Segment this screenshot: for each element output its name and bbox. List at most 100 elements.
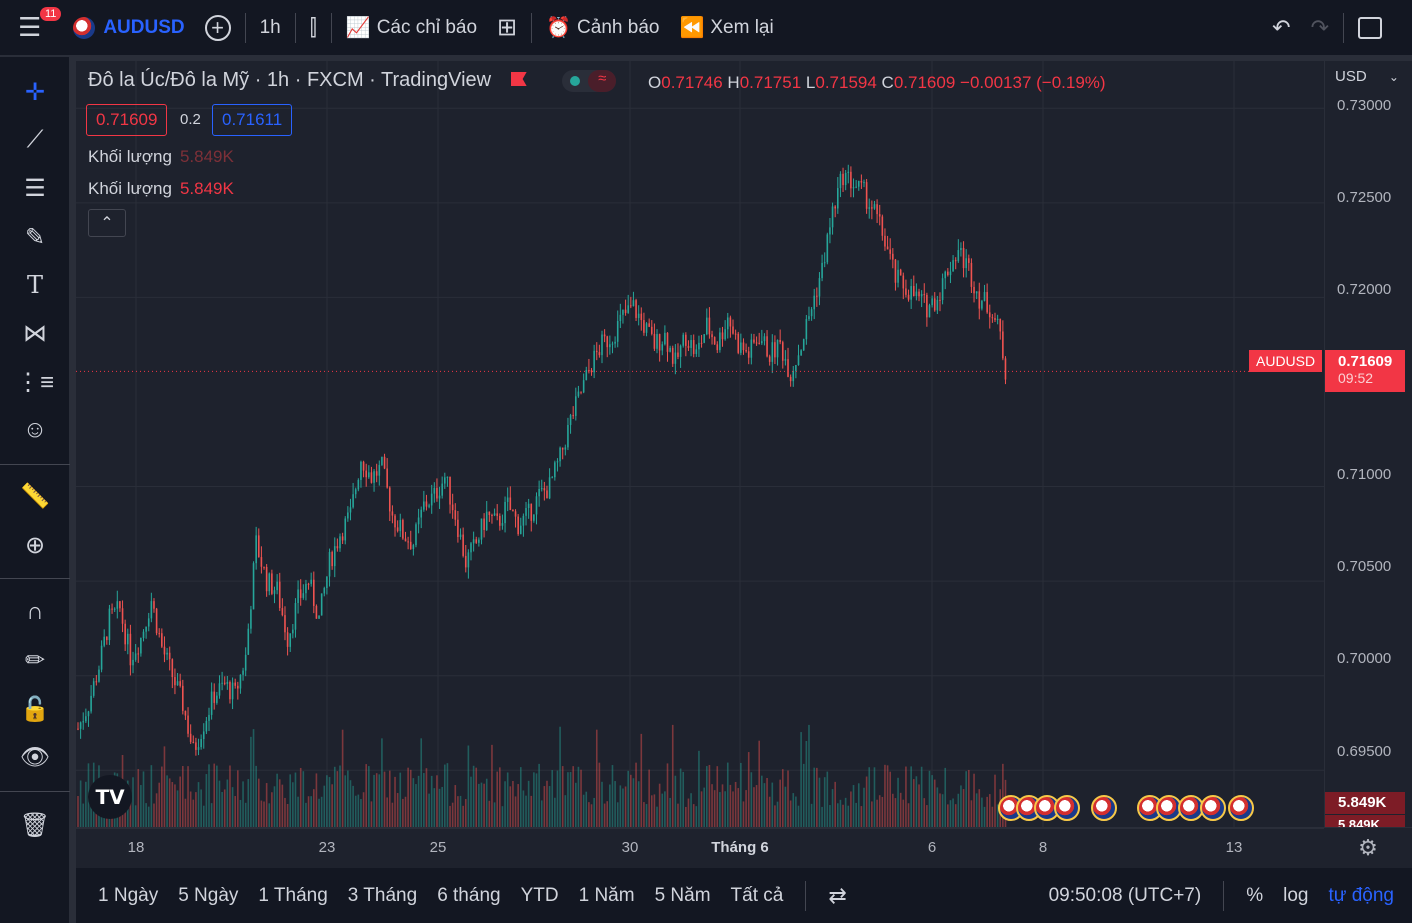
event-flag-icon[interactable] <box>1091 795 1117 821</box>
event-flag-icon[interactable] <box>1228 795 1254 821</box>
interval-button[interactable]: 1h <box>250 0 291 55</box>
magnet-tool[interactable]: ∩ <box>0 592 70 632</box>
chart-settings-button[interactable]: ⚙ <box>1324 828 1412 868</box>
candle-body <box>650 326 653 334</box>
redo-button[interactable]: ↷ <box>1301 0 1339 55</box>
log-toggle[interactable]: log <box>1283 884 1309 906</box>
candle-body <box>87 711 90 717</box>
auto-toggle[interactable]: tự động <box>1328 884 1394 906</box>
volume-bar <box>85 781 87 827</box>
chart-pane[interactable]: Đô la Úc/Đô la Mỹ · 1h · FXCM · TradingV… <box>76 61 1324 827</box>
tradingview-logo[interactable]: 𝗧𝗩 <box>88 775 132 819</box>
candle-body <box>658 334 661 351</box>
candle-body <box>137 653 140 655</box>
icons-tool[interactable]: ☺ <box>0 410 70 450</box>
sell-button[interactable]: 0.71609 <box>86 104 168 136</box>
drawing-lock-tool[interactable]: ✏ <box>0 640 70 680</box>
trend-line-tool[interactable]: ⟋ <box>0 120 70 160</box>
measure-tool[interactable]: 📏 <box>0 476 70 516</box>
range-ytd[interactable]: YTD <box>520 884 559 906</box>
brush-tool[interactable]: ✎ <box>0 217 70 257</box>
collapse-legend-button[interactable]: ⌃ <box>88 209 126 237</box>
layouts-button[interactable]: ⊞ <box>487 0 527 55</box>
volume-bar <box>147 806 150 827</box>
fullscreen-button[interactable] <box>1348 0 1412 55</box>
volume-bar <box>229 765 231 827</box>
volume-bar <box>582 794 585 827</box>
volume-bar <box>983 806 986 827</box>
flag-marker-icon[interactable] <box>510 72 527 86</box>
candle-body <box>614 341 616 344</box>
prediction-tool[interactable]: ⋮≡ <box>0 362 70 402</box>
candle-body <box>643 320 645 333</box>
volume-bar <box>805 740 808 827</box>
market-status-icon[interactable]: ≈ <box>562 69 617 92</box>
indicators-button[interactable]: 📈 Các chỉ báo <box>336 0 487 55</box>
volume-bar <box>501 806 504 827</box>
trash-icon: 🗑 <box>19 811 51 839</box>
compare-button[interactable]: + <box>195 0 241 55</box>
volume-bar <box>140 785 142 827</box>
volume-bar <box>637 781 640 827</box>
replay-button[interactable]: ⏪ Xem lại <box>669 0 783 55</box>
candle-body <box>996 318 999 321</box>
lock-tool[interactable]: 🔓 <box>0 689 70 729</box>
chart-type-button[interactable]: ⫿ <box>300 0 327 55</box>
volume-bar <box>768 796 771 827</box>
range-5d[interactable]: 5 Ngày <box>178 884 239 906</box>
volume-bar <box>572 766 574 827</box>
event-flag-icon[interactable] <box>1054 795 1080 821</box>
candle-body <box>483 518 485 530</box>
volume-bar <box>878 795 881 827</box>
volume-bar <box>255 765 257 827</box>
volume-bar <box>273 786 276 827</box>
candle-body <box>360 461 362 480</box>
volume-bar <box>176 790 179 827</box>
percent-toggle[interactable]: % <box>1246 884 1264 906</box>
hide-tool[interactable]: 👁 <box>0 737 70 777</box>
volume-bar <box>614 781 616 827</box>
undo-button[interactable]: ↶ <box>1262 0 1300 55</box>
range-all[interactable]: Tất cả <box>730 884 784 906</box>
buy-button[interactable]: 0.71611 <box>212 104 293 136</box>
fib-tool[interactable]: ☰ <box>0 168 70 208</box>
currency-selector[interactable]: USD ⌄ <box>1335 68 1399 85</box>
volume-bar <box>643 802 645 827</box>
range-5y[interactable]: 5 Năm <box>654 884 711 906</box>
delete-tool[interactable]: 🗑 <box>0 805 70 845</box>
price-axis[interactable]: USD ⌄ 0.73000 0.72500 0.72000 0.71000 0.… <box>1324 61 1412 827</box>
volume-bar <box>957 793 960 827</box>
zoom-tool[interactable]: ⊕ <box>0 525 70 565</box>
volume-bar <box>857 783 860 827</box>
volume-bar <box>349 780 352 827</box>
candle-body <box>776 339 779 358</box>
event-flag-icon[interactable] <box>1200 795 1226 821</box>
candle-body <box>789 376 792 382</box>
price-chart[interactable] <box>76 61 1324 827</box>
candle-body <box>876 204 878 215</box>
crosshair-tool[interactable]: ✛ <box>0 72 70 112</box>
event-flag-icon[interactable] <box>1156 795 1182 821</box>
alert-button[interactable]: ⏰ Cảnh báo <box>536 0 669 55</box>
volume-bar <box>970 800 973 827</box>
event-flag-icon[interactable] <box>1178 795 1204 821</box>
menu-button[interactable]: ☰ <box>0 0 59 55</box>
range-1d[interactable]: 1 Ngày <box>98 884 159 906</box>
candle-body <box>189 733 192 742</box>
candle-body <box>716 344 719 351</box>
volume-bar <box>438 788 441 827</box>
candle-body <box>637 313 640 318</box>
clock-timezone[interactable]: 09:50:08 (UTC+7) <box>1048 884 1202 906</box>
pattern-tool[interactable]: ⋈ <box>0 313 70 353</box>
date-range-button[interactable]: ⇄ <box>818 883 856 909</box>
symbol-search-button[interactable]: AUDUSD <box>59 0 194 55</box>
range-3m[interactable]: 3 Tháng <box>347 884 418 906</box>
time-axis[interactable]: 18 23 25 30 Tháng 6 6 8 13 <box>76 828 1324 868</box>
volume-bar <box>884 764 886 827</box>
candle-body <box>582 380 585 393</box>
range-6m[interactable]: 6 tháng <box>437 884 501 906</box>
range-1m[interactable]: 1 Tháng <box>258 884 328 906</box>
text-tool[interactable]: T <box>0 265 70 305</box>
range-1y[interactable]: 1 Năm <box>578 884 635 906</box>
candle-body <box>323 588 326 594</box>
